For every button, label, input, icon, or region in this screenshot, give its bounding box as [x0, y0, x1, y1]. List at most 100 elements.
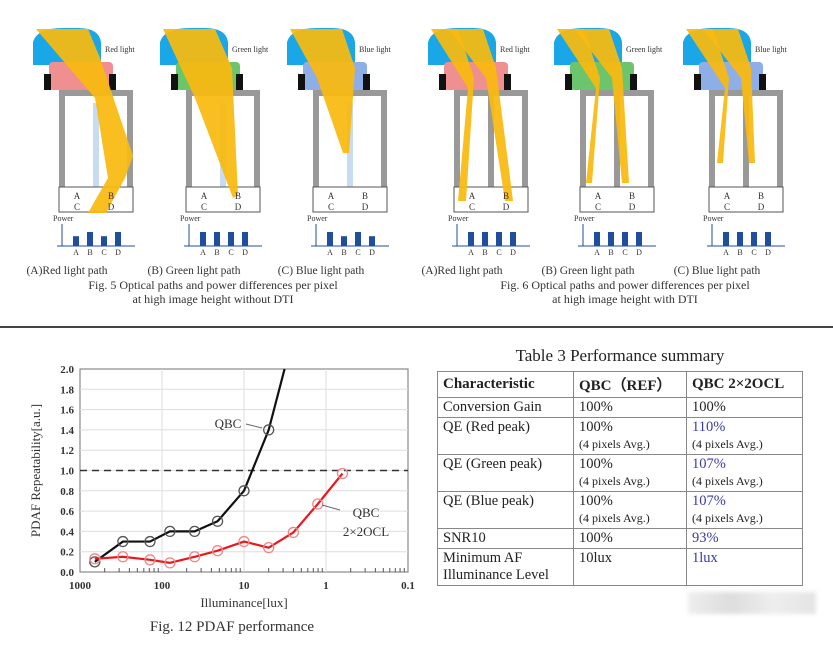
data-point-0 — [117, 535, 129, 548]
table-header-row: Characteristic QBC（REF） QBC 2×2OCL — [437, 371, 803, 398]
power-bar — [327, 232, 333, 246]
y-tick-label: 1.0 — [60, 466, 74, 478]
cell-value: 10lux — [579, 550, 613, 566]
label-leader — [245, 423, 263, 429]
table-cell: Minimum AF Illuminance Level — [437, 548, 574, 586]
power-bar-label: C — [101, 248, 106, 257]
metal-grid-left — [298, 74, 305, 90]
light-label: Blue light — [755, 45, 788, 54]
light-beam — [686, 29, 729, 163]
light-label: Red light — [105, 45, 135, 54]
data-point-1 — [89, 553, 101, 565]
metal-grid-left — [44, 74, 51, 90]
cell-value: 110% — [692, 419, 726, 435]
cell-note: (4 pixels Avg.) — [692, 474, 763, 488]
metal-grid-left — [565, 74, 572, 90]
table-cell: 107% (4 pixels Avg.) — [686, 454, 803, 492]
cell-note: (4 pixels Avg.) — [579, 511, 650, 525]
pixel-label: A — [74, 191, 81, 201]
dti-wall — [743, 96, 749, 188]
pixel-label: D — [758, 202, 765, 212]
power-bar-label: C — [496, 248, 501, 257]
table-row: QE (Red peak) 100% (4 pixels Avg.) 110% (4 p… — [437, 417, 803, 455]
cell-value: 1lux — [692, 550, 718, 566]
photodiode-box — [312, 186, 388, 213]
power-bar-label: B — [341, 248, 346, 257]
power-axis-label: Power — [53, 214, 74, 223]
y-tick-label: 0.8 — [60, 486, 74, 498]
power-bar — [622, 232, 628, 246]
cell-value: 100% — [692, 399, 726, 415]
table-cell: QE (Red peak) — [437, 417, 574, 455]
data-point-1 — [164, 557, 176, 569]
power-bar-label: D — [242, 248, 248, 257]
table-cell: SNR10 — [437, 528, 574, 549]
table-cell: QE (Green peak) — [437, 454, 574, 492]
light-label: Green light — [232, 45, 269, 54]
x-tick-label: 0.1 — [401, 580, 415, 592]
power-bar — [765, 232, 771, 246]
panel-caption: (C) Blue light path — [278, 265, 365, 277]
y-tick-label: 1.4 — [60, 425, 74, 437]
light-beam — [431, 29, 474, 201]
metal-grid-right — [759, 74, 766, 90]
cell-value: Conversion Gain — [443, 399, 542, 415]
table-cell: QE (Blue peak) — [437, 491, 574, 529]
header-qbc-ref: QBC（REF） — [573, 371, 687, 398]
table-cell: 100% (4 pixels Avg.) — [573, 454, 687, 492]
power-bar-label: D — [369, 248, 375, 257]
pixel-label: C — [201, 202, 207, 212]
power-axis-label: Power — [703, 214, 724, 223]
frame-right — [522, 90, 528, 188]
power-bar — [341, 236, 347, 246]
data-point-1 — [312, 498, 324, 510]
power-bar-label: A — [73, 248, 79, 257]
power-bar-label: B — [214, 248, 219, 257]
light-label: Red light — [500, 45, 530, 54]
cell-value: QE (Red peak) — [443, 419, 530, 435]
fig6-caption-2: at high image height with DTI — [552, 292, 698, 306]
cell-value: 100% — [579, 399, 613, 415]
panel-caption: (A)Red light path — [26, 265, 107, 277]
cell-note: (4 pixels Avg.) — [579, 437, 650, 451]
series-label-ocl-1: QBC — [353, 505, 380, 520]
power-bar — [723, 232, 729, 246]
cell-value: 100% — [579, 493, 613, 509]
data-point-1 — [117, 551, 129, 563]
y-tick-label: 1.8 — [60, 384, 74, 396]
pixel-label: A — [328, 191, 335, 201]
metal-grid-left — [694, 74, 701, 90]
frame-left — [709, 90, 715, 188]
frame-right — [381, 90, 387, 188]
pixel-label: A — [201, 191, 208, 201]
table-row: SNR10 100% 93% — [437, 528, 803, 549]
pixel-label: C — [469, 202, 475, 212]
no-dti-region — [93, 103, 99, 188]
power-axis-label: Power — [574, 214, 595, 223]
cell-note: (4 pixels Avg.) — [692, 437, 763, 451]
light-beam — [290, 29, 355, 153]
fig5-caption-2: at high image height without DTI — [133, 292, 294, 306]
pixel-label: A — [469, 191, 476, 201]
metal-grid-right — [630, 74, 637, 90]
fig6-caption: Fig. 6 Optical paths and power differenc… — [500, 278, 750, 292]
pixel-label: B — [629, 191, 635, 201]
cell-note: (4 pixels Avg.) — [692, 511, 763, 525]
light-beam — [703, 29, 755, 163]
table-cell: 100% — [573, 528, 687, 549]
data-point-0 — [211, 515, 224, 527]
data-point-1 — [336, 467, 349, 480]
cell-value: 93% — [692, 530, 719, 546]
dti-wall — [488, 96, 494, 188]
pixel-label: A — [595, 191, 602, 201]
x-tick-label: 100 — [154, 580, 171, 592]
panel-caption: (C) Blue light path — [674, 265, 761, 277]
power-bar-label: A — [468, 248, 474, 257]
power-bar — [369, 236, 375, 246]
y-tick-label: 0.0 — [60, 567, 74, 579]
series-line-0 — [94, 368, 286, 563]
performance-table: Characteristic QBC（REF） QBC 2×2OCL Conve… — [437, 371, 803, 586]
pixel-label: C — [724, 202, 730, 212]
